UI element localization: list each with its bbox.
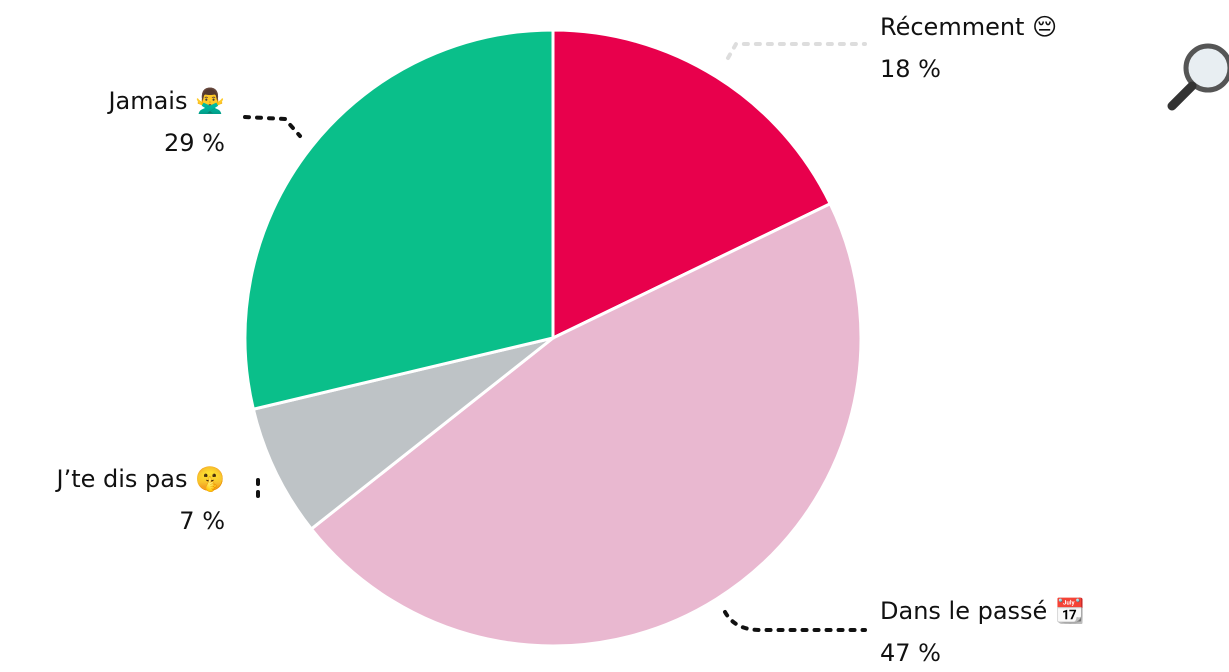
slice-value-label: 7 % — [179, 507, 225, 535]
slice-label: Dans le passé 📆 — [880, 597, 1085, 625]
leader-line — [723, 610, 867, 632]
slice-label: Récemment 😔 — [880, 13, 1057, 41]
pie-slice — [551, 28, 833, 341]
slice-value-label: 18 % — [880, 55, 941, 83]
slice-label: J’te dis pas 🤫 — [54, 465, 225, 493]
search-icon[interactable] — [1167, 43, 1229, 111]
leader-lines — [243, 42, 867, 632]
slice-label: Jamais 🙅‍♂️ — [106, 87, 225, 115]
pie — [243, 28, 863, 648]
pie-slice — [251, 336, 554, 532]
slice-value-label: 29 % — [164, 129, 225, 157]
leader-line — [243, 115, 302, 138]
leader-line — [726, 42, 867, 60]
slice-value-label: 47 % — [880, 639, 941, 667]
pie-slice — [309, 201, 863, 648]
pie-slice — [243, 28, 555, 412]
